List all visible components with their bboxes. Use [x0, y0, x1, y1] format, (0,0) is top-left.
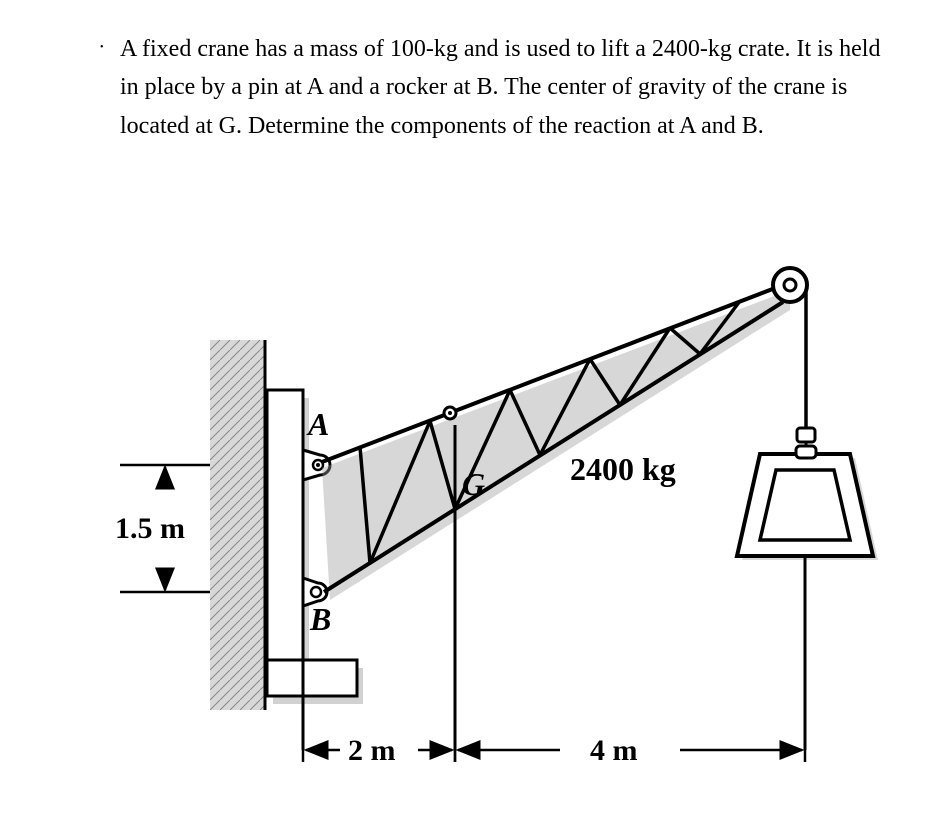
- dim-1p5m-text: 1.5 m: [115, 512, 185, 545]
- dim-1p5m: 1.5 m: [115, 465, 210, 592]
- crane-base: [267, 660, 357, 696]
- label-G: G: [462, 466, 485, 502]
- crate: [737, 446, 873, 556]
- dim-2m-text: 2 m: [348, 734, 396, 767]
- crane-column: [267, 390, 303, 670]
- crane-diagram: 1.5 m 2 m 4 m A B G 2400 kg: [60, 230, 890, 810]
- problem-statement: A fixed crane has a mass of 100-kg and i…: [120, 30, 886, 145]
- wall: [210, 340, 265, 710]
- bullet-dot: •: [100, 42, 104, 53]
- label-A: A: [306, 406, 329, 442]
- label-B: B: [309, 601, 331, 637]
- dim-4m-text: 4 m: [590, 734, 638, 767]
- problem-text: A fixed crane has a mass of 100-kg and i…: [120, 36, 880, 139]
- label-load: 2400 kg: [570, 451, 676, 487]
- dim-2m: 2 m: [303, 734, 455, 767]
- dim-4m: 4 m: [455, 734, 805, 767]
- tip-pulley: [773, 268, 807, 302]
